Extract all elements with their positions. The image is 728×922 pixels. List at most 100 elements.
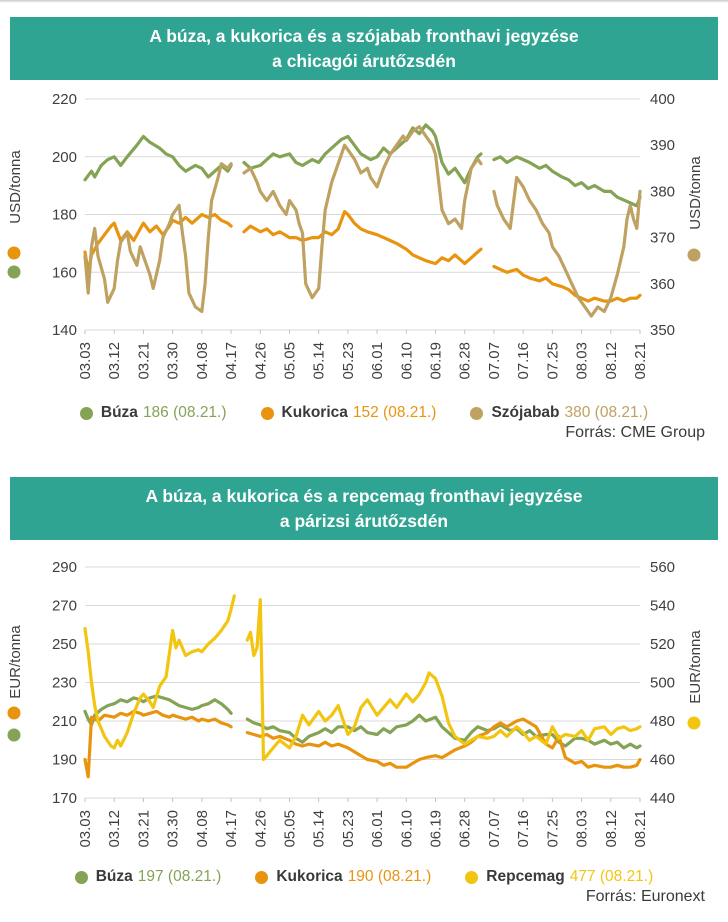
legend-item-búza: Búza 186 (08.21.) bbox=[79, 404, 227, 422]
legend-dot-icon bbox=[465, 870, 479, 884]
y-axis-tick-label-right: 560 bbox=[650, 559, 675, 576]
x-axis-tick-label: 07.25 bbox=[544, 342, 561, 380]
y-axis-title-left: USD/tonna bbox=[7, 150, 24, 224]
x-axis-tick-label: 04.08 bbox=[194, 342, 211, 380]
series-line-repcemag bbox=[245, 598, 642, 762]
legend-series-name: Kukorica bbox=[276, 868, 343, 885]
legend-series-value: 477 (08.21.) bbox=[569, 868, 654, 885]
y-axis-tick-label-right: 380 bbox=[650, 183, 675, 200]
x-axis-tick-label: 03.12 bbox=[106, 342, 123, 380]
x-axis-tick-label: 05.23 bbox=[340, 810, 357, 848]
legend-dot-icon bbox=[79, 406, 93, 420]
axis-series-dot-icon bbox=[687, 248, 701, 262]
legend-series-name: Szójabab bbox=[491, 404, 560, 421]
series-line-szójabab bbox=[492, 175, 642, 318]
legend-series-name: Búza bbox=[100, 404, 138, 421]
y-axis-title-left: EUR/tonna bbox=[7, 625, 24, 699]
chart-title-band: A búza, a kukorica és a szójabab frontha… bbox=[10, 17, 718, 80]
x-axis-tick-label: 06.01 bbox=[369, 342, 386, 380]
x-axis-tick-label: 06.10 bbox=[398, 342, 415, 380]
y-axis-tick-label-right: 500 bbox=[650, 675, 675, 692]
x-axis-tick-label: 04.26 bbox=[252, 342, 269, 380]
x-axis-tick-label: 04.17 bbox=[223, 810, 240, 848]
y-axis-tick-label-left: 210 bbox=[52, 713, 77, 730]
chart-title-line1: A búza, a kukorica és a szójabab frontha… bbox=[149, 26, 579, 47]
y-axis-tick-label-left: 170 bbox=[52, 790, 77, 807]
page-top-edge bbox=[0, 0, 728, 3]
legend-series-value: 190 (08.21.) bbox=[347, 868, 432, 885]
series-line-kukorica bbox=[83, 709, 233, 779]
legend-item-kukorica: Kukorica 152 (08.21.) bbox=[260, 404, 437, 422]
axis-series-dot-icon bbox=[7, 728, 21, 742]
legend-item-búza: Búza 197 (08.21.) bbox=[74, 868, 221, 886]
y-axis-title-right: USD/tonna bbox=[687, 156, 704, 230]
x-axis-tick-label: 06.19 bbox=[428, 342, 445, 380]
x-axis-tick-label: 05.05 bbox=[281, 810, 298, 848]
x-axis-tick-label: 04.26 bbox=[252, 810, 269, 848]
y-axis-tick-label-right: 440 bbox=[650, 790, 675, 807]
legend-series-name: Kukorica bbox=[281, 404, 348, 421]
legend-dot-icon bbox=[260, 406, 274, 420]
y-axis-tick-label-right: 480 bbox=[650, 713, 675, 730]
y-axis-tick-label-left: 220 bbox=[52, 91, 77, 108]
y-axis-tick-label-right: 520 bbox=[650, 636, 675, 653]
x-axis-tick-label: 07.25 bbox=[544, 810, 561, 848]
chart-title-line1: A búza, a kukorica és a repcemag frontha… bbox=[145, 486, 583, 507]
legend-series-value: 152 (08.21.) bbox=[352, 404, 437, 421]
legend-item-kukorica: Kukorica 190 (08.21.) bbox=[255, 868, 431, 886]
y-axis-tick-label-left: 190 bbox=[52, 752, 77, 769]
chart-card-chicago: A búza, a kukorica és a szójabab frontha… bbox=[0, 17, 728, 444]
y-axis-tick-label-right: 350 bbox=[650, 322, 675, 339]
x-axis-tick-label: 08.03 bbox=[574, 342, 591, 380]
series-line-kukorica bbox=[242, 210, 483, 266]
y-axis-tick-label-left: 160 bbox=[52, 264, 77, 281]
x-axis-tick-label: 08.21 bbox=[632, 810, 649, 848]
x-axis-tick-label: 08.12 bbox=[603, 810, 620, 848]
series-line-szójabab bbox=[83, 162, 233, 314]
y-axis-tick-label-left: 140 bbox=[52, 322, 77, 339]
y-axis-tick-label-right: 540 bbox=[650, 598, 675, 615]
series-line-kukorica bbox=[492, 264, 642, 303]
y-axis-tick-label-left: 180 bbox=[52, 207, 77, 224]
chart-legend: Búza 186 (08.21.) Kukorica 152 (08.21.) Szój… bbox=[0, 402, 728, 424]
legend-dot-icon bbox=[255, 870, 269, 884]
x-axis-tick-label: 05.05 bbox=[281, 342, 298, 380]
chart-title-line2: a párizsi árutőzsdén bbox=[279, 510, 449, 531]
price-chart-svg: 290 270 250 230 210 190 170 560 540 520 500 480 460 4… bbox=[7, 559, 704, 848]
y-axis-tick-label-left: 250 bbox=[52, 636, 77, 653]
axis-series-dot-icon bbox=[7, 246, 21, 260]
series-line-szójabab bbox=[242, 125, 483, 300]
chart-legend: Búza 197 (08.21.) Kukorica 190 (08.21.) Repc… bbox=[0, 866, 728, 888]
legend-series-value: 380 (08.21.) bbox=[564, 404, 649, 421]
series-line-búza bbox=[242, 123, 483, 185]
source-label: Forrás: CME Group bbox=[565, 424, 705, 441]
x-axis-tick-label: 06.28 bbox=[457, 342, 474, 380]
x-axis-tick-label: 03.21 bbox=[135, 342, 152, 380]
axis-series-dot-icon bbox=[7, 265, 21, 279]
y-axis-tick-label-left: 290 bbox=[52, 559, 77, 576]
y-axis-tick-label-right: 370 bbox=[650, 230, 675, 247]
legend-series-value: 186 (08.21.) bbox=[142, 404, 227, 421]
y-axis-tick-label-right: 400 bbox=[650, 91, 675, 108]
axis-series-dot-icon bbox=[7, 706, 21, 720]
y-axis-tick-label-right: 460 bbox=[650, 752, 675, 769]
y-axis-tick-label-left: 230 bbox=[52, 675, 77, 692]
x-axis-tick-label: 03.03 bbox=[77, 342, 94, 380]
x-axis-tick-label: 03.30 bbox=[165, 342, 182, 380]
x-axis-tick-label: 04.08 bbox=[194, 810, 211, 848]
legend-dot-icon bbox=[470, 406, 484, 420]
y-axis-title-right: EUR/tonna bbox=[687, 630, 704, 704]
series-line-kukorica bbox=[245, 717, 642, 769]
series-line-repcemag bbox=[83, 594, 236, 750]
y-axis-tick-label-right: 390 bbox=[650, 137, 675, 154]
x-axis-tick-label: 06.10 bbox=[398, 810, 415, 848]
x-axis-tick-label: 04.17 bbox=[223, 342, 240, 380]
x-axis-tick-label: 03.21 bbox=[135, 810, 152, 848]
legend-dot-icon bbox=[74, 870, 88, 884]
x-axis-tick-label: 03.30 bbox=[165, 810, 182, 848]
x-axis-tick-label: 08.03 bbox=[574, 810, 591, 848]
source-label: Forrás: Euronext bbox=[585, 888, 705, 905]
x-axis-tick-label: 07.16 bbox=[515, 342, 532, 380]
y-axis-tick-label-left: 200 bbox=[52, 149, 77, 166]
